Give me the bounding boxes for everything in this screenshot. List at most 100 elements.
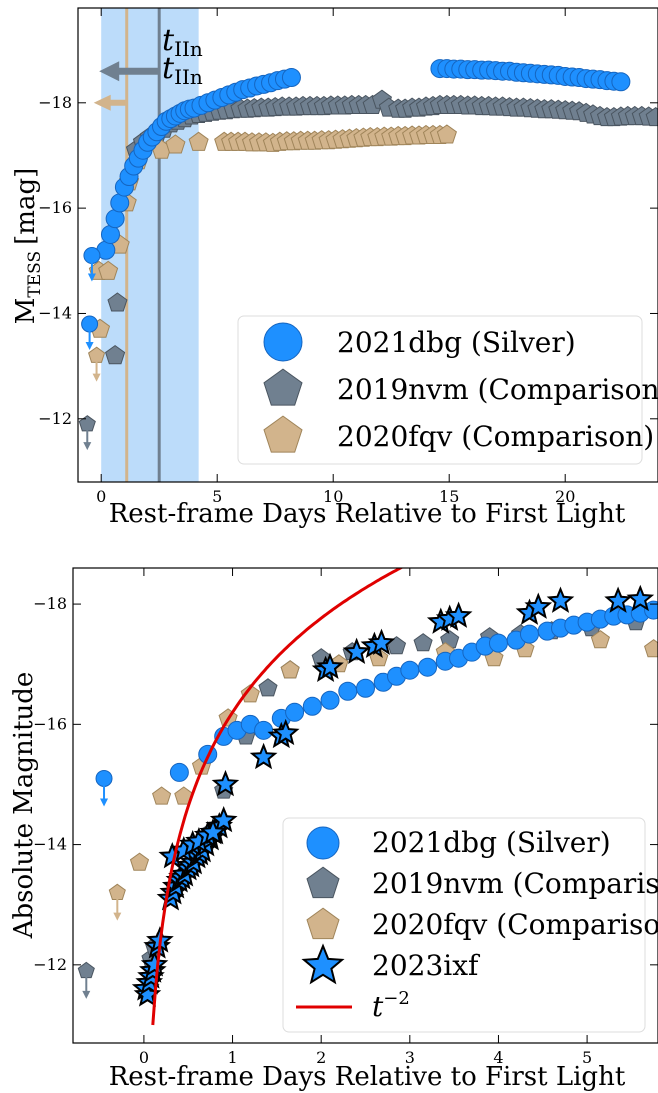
- bottom-plot-area: [77, 584, 658, 1007]
- data-point: [110, 193, 130, 213]
- data-point: [413, 633, 433, 652]
- top-panel: 0 5 10 15 20−12−14−16−18 tIIn tIIn Rest-fram…: [11, 7, 658, 529]
- data-point: [338, 681, 358, 701]
- upper-limit-point: [78, 415, 96, 432]
- bottom-axis-ticks: 0 1 2 3 4 5 −12 −14 −16 −18: [33, 568, 658, 1067]
- series-2023ixf: [131, 584, 655, 1007]
- top-y-axis-label-unit: [mag]: [11, 168, 41, 245]
- x-tick-label: 15: [439, 487, 459, 506]
- series-2020fqv (Comparison): [88, 124, 457, 382]
- bottom-legend: 2021dbg (Silver) 2019nvm (Comparison) 2020…: [282, 817, 658, 1033]
- data-point: [316, 652, 344, 679]
- data-point: [590, 630, 610, 649]
- legend-label: 2023ixf: [372, 949, 481, 982]
- y-tick-label: −16: [38, 198, 72, 217]
- bottom-y-axis-label: Absolute Magnitude: [9, 672, 39, 940]
- x-tick-label: 2: [316, 1048, 326, 1067]
- data-point: [645, 106, 658, 127]
- upper-limit-point: [108, 883, 126, 900]
- legend-label: 2019nvm (Comparison): [337, 373, 658, 406]
- y-tick-label: −16: [33, 714, 67, 733]
- data-point: [400, 660, 420, 680]
- legend-label: 2020fqv (Comparison): [372, 908, 658, 941]
- top-axes-frame: [77, 7, 658, 483]
- data-point: [100, 224, 120, 244]
- series-2021dbg (Silver): [95, 600, 658, 807]
- legend-marker: [306, 866, 340, 899]
- data-point: [249, 742, 278, 770]
- bottom-legend-frame: [282, 817, 646, 1033]
- data-point: [152, 786, 172, 805]
- x-tick-label: 1: [227, 1048, 237, 1067]
- upper-limit-arrow-head: [87, 273, 96, 282]
- legend-marker: [301, 943, 345, 985]
- tIIn-label-gray-sub: IIn: [174, 65, 203, 89]
- y-tick-label: −12: [38, 409, 72, 428]
- data-point: [271, 718, 300, 746]
- top-legend: 2021dbg (Silver) 2019nvm (Comparison) 2020…: [237, 315, 658, 465]
- x-tick-label: 5: [582, 1048, 592, 1067]
- tIIn-label-blue: tIIn: [162, 23, 203, 61]
- legend-fit-label-sup: −2: [383, 988, 410, 1009]
- data-point: [644, 600, 658, 620]
- data-point: [105, 209, 125, 229]
- series-2021dbg (Silver): [81, 59, 631, 350]
- x-tick-label: 0: [139, 1048, 149, 1067]
- legend-fit-label: t−2: [372, 988, 410, 1023]
- data-point: [281, 68, 301, 88]
- upper-limit-point: [81, 315, 99, 333]
- data-point: [174, 786, 194, 805]
- y-tick-label: −14: [38, 303, 72, 322]
- bottom-axes-frame: [72, 567, 658, 1044]
- legend-label: 2021dbg (Silver): [337, 326, 576, 359]
- data-point: [342, 637, 371, 664]
- tIIn-label-gray: tIIn: [162, 51, 203, 89]
- data-point: [644, 639, 658, 658]
- top-plot-area: [78, 59, 658, 451]
- data-point: [169, 762, 189, 782]
- top-x-axis-label: Rest-frame Days Relative to First Light: [109, 499, 626, 529]
- y-tick-label: −12: [33, 955, 67, 974]
- data-point: [107, 292, 128, 312]
- x-tick-label: 4: [493, 1048, 503, 1067]
- top-legend-frame: [237, 315, 643, 465]
- data-point: [240, 684, 260, 703]
- t-minus-2-fit-line: [151, 568, 404, 1026]
- legend-marker: [263, 322, 303, 362]
- upper-limit-arrow-head: [92, 373, 101, 382]
- legend-label: 2019nvm (Comparison): [372, 867, 658, 900]
- data-point: [209, 806, 238, 833]
- data-point: [98, 260, 119, 280]
- data-point: [320, 690, 340, 710]
- tIIn-label-blue-main: t: [162, 23, 175, 58]
- bottom-x-axis-label: Rest-frame Days Relative to First Light: [109, 1062, 626, 1092]
- data-point: [188, 131, 209, 151]
- legend-marker: [263, 415, 303, 453]
- tIIn-label-gray-main: t: [162, 51, 175, 86]
- x-tick-label: 10: [323, 487, 343, 506]
- upper-limit-arrow-head: [85, 342, 94, 350]
- data-point: [199, 818, 227, 845]
- upper-limit-arrow-head: [82, 990, 91, 999]
- data-point: [129, 852, 150, 871]
- data-point: [302, 696, 322, 716]
- bottom-panel: 0 1 2 3 4 5 −12 −14 −16 −18 Rest-frame Days Relat…: [9, 567, 658, 1092]
- x-tick-label: 20: [555, 487, 575, 506]
- data-point: [211, 769, 240, 797]
- data-point: [611, 72, 631, 92]
- data-point: [418, 657, 438, 677]
- top-axis-ticks: 0 5 10 15 20 −12 −14 −16 −18: [38, 8, 658, 506]
- upper-limit-arrow-head: [113, 912, 122, 921]
- legend-label: 2021dbg (Silver): [372, 826, 611, 859]
- data-point: [436, 124, 457, 144]
- top-y-axis-label-main: M: [11, 298, 41, 325]
- data-point: [367, 628, 396, 655]
- y-tick-label: −18: [38, 93, 72, 112]
- legend-marker: [306, 826, 340, 860]
- data-point: [356, 678, 375, 698]
- x-tick-label: 5: [212, 487, 222, 506]
- data-point: [280, 660, 300, 679]
- data-point: [604, 586, 632, 613]
- y-tick-label: −14: [33, 835, 67, 854]
